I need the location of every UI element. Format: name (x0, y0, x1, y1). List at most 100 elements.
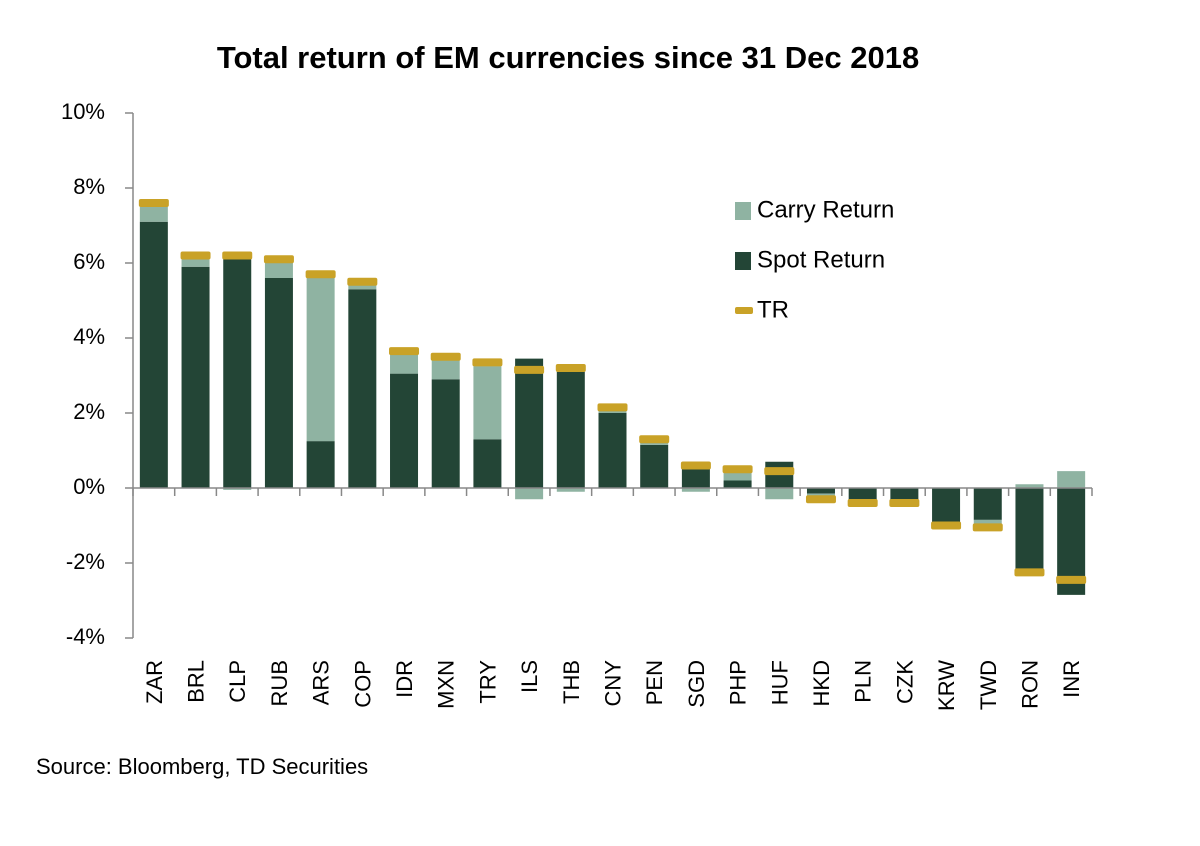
bar (723, 480, 752, 488)
bar (932, 488, 961, 524)
bar (390, 354, 419, 374)
tr-marker (931, 521, 962, 530)
x-tick-label: THB (559, 660, 584, 704)
bar (515, 488, 544, 500)
x-tick-label: TRY (475, 660, 500, 704)
bar (640, 444, 669, 488)
bar (181, 266, 210, 488)
y-tick-label: 10% (61, 99, 105, 124)
bar (681, 488, 710, 492)
bar (223, 259, 252, 488)
bar (473, 439, 502, 488)
tr-marker (972, 523, 1003, 532)
bar (223, 488, 252, 490)
bar (264, 263, 293, 278)
legend-label: Spot Return (757, 246, 885, 273)
bar (1015, 488, 1044, 573)
tr-marker (847, 499, 878, 507)
bar (973, 488, 1002, 520)
bar (1015, 484, 1044, 488)
tr-marker (764, 467, 795, 476)
tr-marker (555, 364, 586, 372)
x-tick-label: HUF (767, 660, 792, 705)
tr-marker (472, 358, 503, 367)
x-tick-label: PLN (851, 660, 876, 703)
y-tick-label: 8% (73, 174, 105, 199)
x-tick-label: HKD (809, 660, 834, 706)
bar (139, 221, 168, 488)
tr-marker (805, 495, 836, 504)
bar (640, 443, 669, 445)
x-tick-label: SGD (684, 660, 709, 708)
tr-marker (222, 251, 253, 260)
x-tick-label: ARS (309, 660, 334, 705)
x-tick-label: CLP (225, 660, 250, 703)
x-tick-label: BRL (184, 660, 209, 703)
legend-swatch (735, 252, 751, 270)
bar (306, 278, 335, 442)
tr-marker (347, 277, 378, 286)
x-tick-label: CNY (601, 660, 626, 707)
bar (431, 379, 460, 488)
bar (1057, 471, 1086, 488)
x-tick-label: ZAR (142, 660, 167, 704)
x-tick-label: KRW (934, 660, 959, 711)
bar (848, 488, 877, 502)
bar (473, 366, 502, 440)
tr-marker (305, 270, 336, 279)
y-tick-label: -4% (66, 624, 105, 649)
y-tick-label: 6% (73, 249, 105, 274)
tr-marker (263, 255, 294, 264)
tr-marker (1056, 575, 1087, 584)
bar (348, 289, 377, 488)
x-tick-label: PEN (642, 660, 667, 705)
chart-title: Total return of EM currencies since 31 D… (217, 40, 919, 75)
bar (515, 358, 544, 488)
legend-swatch (735, 307, 753, 314)
bar (556, 371, 585, 488)
tr-marker (430, 352, 461, 361)
x-tick-label: MXN (434, 660, 459, 709)
y-tick-label: -2% (66, 549, 105, 574)
tr-marker (889, 499, 920, 507)
legend-label: TR (757, 296, 789, 323)
bar (139, 206, 168, 222)
x-tick-label: CZK (892, 660, 917, 704)
tr-marker (722, 465, 753, 474)
bar (306, 441, 335, 488)
tr-marker (180, 251, 211, 260)
bar (598, 413, 627, 488)
y-tick-label: 0% (73, 474, 105, 499)
source: Source: Bloomberg, TD Securities (36, 754, 368, 779)
legend-label: Carry Return (757, 196, 894, 223)
bar (973, 519, 1002, 526)
legend-swatch (735, 202, 751, 220)
x-tick-label: INR (1059, 660, 1084, 698)
tr-marker (138, 199, 169, 207)
x-tick-label: RON (1017, 660, 1042, 709)
bar (348, 285, 377, 290)
tr-marker (597, 403, 628, 412)
tr-marker (639, 435, 670, 444)
x-tick-label: IDR (392, 660, 417, 698)
bar (806, 488, 835, 494)
x-tick-label: PHP (726, 660, 751, 705)
x-tick-label: ILS (517, 660, 542, 693)
bar (431, 360, 460, 380)
bar (390, 373, 419, 488)
bar (723, 473, 752, 481)
tr-marker (514, 365, 545, 374)
x-tick-label: COP (350, 660, 375, 708)
tr-marker (1014, 568, 1045, 577)
bar (181, 259, 210, 267)
y-tick-label: 4% (73, 324, 105, 349)
bar (264, 278, 293, 488)
tr-marker (680, 461, 711, 470)
tr-marker (389, 347, 420, 356)
bar (765, 488, 794, 500)
bar (681, 467, 710, 488)
y-tick-label: 2% (73, 399, 105, 424)
x-tick-label: TWD (976, 660, 1001, 710)
x-tick-label: RUB (267, 660, 292, 706)
